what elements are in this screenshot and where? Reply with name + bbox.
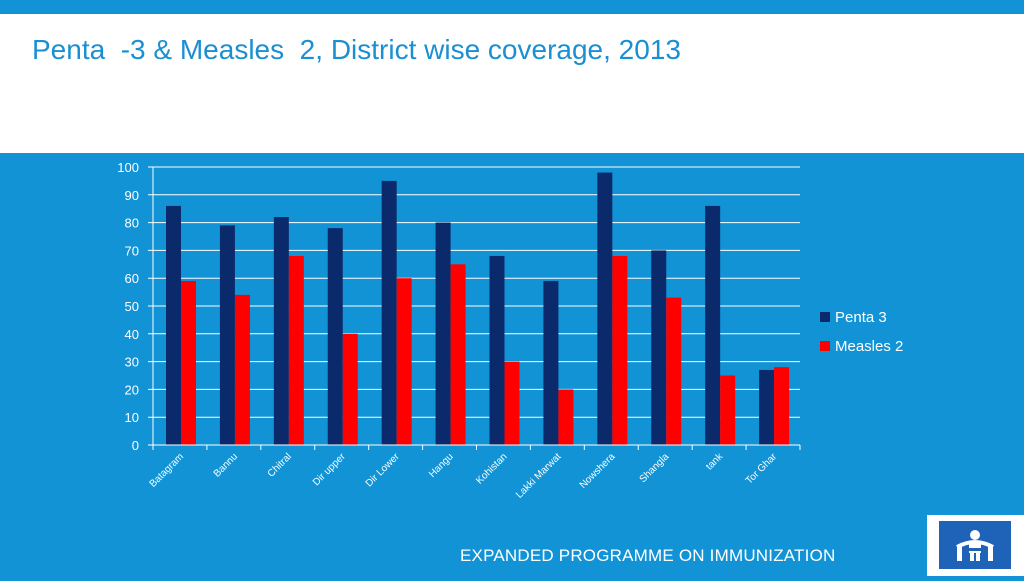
x-tick-label: Bannu <box>212 451 240 479</box>
bar-penta3 <box>705 205 721 445</box>
x-tick-label: Hangu <box>427 451 456 480</box>
bar-measles2 <box>181 280 196 445</box>
footer-text: EXPANDED PROGRAMME ON IMMUNIZATION <box>460 546 836 565</box>
bar-measles2 <box>720 375 736 445</box>
y-tick-label: 70 <box>125 243 139 258</box>
bar-penta3 <box>273 217 289 445</box>
y-tick-label: 50 <box>125 299 139 314</box>
bar-penta3 <box>651 250 667 445</box>
y-tick-label: 80 <box>125 216 139 231</box>
slide-title: Penta -3 & Measles 2, District wise cove… <box>32 34 681 65</box>
legend-label: Measles 2 <box>835 338 903 355</box>
bar-measles2 <box>612 255 628 445</box>
bar-penta3 <box>543 280 559 445</box>
x-tick-label: Nowshera <box>578 451 618 491</box>
top-strip <box>0 0 1024 14</box>
y-tick-label: 20 <box>125 382 139 397</box>
x-tick-label: Chitral <box>266 451 294 479</box>
bar-penta3 <box>327 228 343 445</box>
bar-measles2 <box>504 361 520 445</box>
x-tick-label: Tor Ghar <box>744 451 780 487</box>
legend-swatch <box>820 341 830 351</box>
x-axis: Batagram Bannu Chitral Dir upper Dir Lower Ha… <box>148 444 801 501</box>
bar-measles2 <box>234 294 250 445</box>
bar-measles2 <box>558 389 574 445</box>
y-tick-label: 10 <box>125 410 139 425</box>
title-area: Penta -3 & Measles 2, District wise cove… <box>0 14 1024 153</box>
x-tick-label: Kohistan <box>474 451 509 486</box>
x-tick-label: Shangla <box>638 451 672 485</box>
y-tick-label: 100 <box>117 160 139 175</box>
bar-chart: 0 10 20 30 40 50 60 70 80 90 100 Batagram Bannu Chit… <box>117 160 903 501</box>
bar-measles2 <box>774 367 790 445</box>
chart-legend: Penta 3 Measles 2 <box>820 309 903 355</box>
x-tick-label: Batagram <box>148 451 186 489</box>
epi-family-logo-icon <box>939 521 1011 569</box>
bar-penta3 <box>489 255 505 445</box>
bar-penta3 <box>759 369 775 445</box>
chart-bars <box>166 172 790 445</box>
y-axis: 0 10 20 30 40 50 60 70 80 90 100 <box>117 160 154 453</box>
bar-penta3 <box>166 205 181 445</box>
bar-penta3 <box>597 172 613 445</box>
y-tick-label: 60 <box>125 271 139 286</box>
epi-logo <box>927 515 1024 576</box>
chart-gridlines <box>148 166 800 446</box>
bar-measles2 <box>666 297 682 445</box>
y-tick-label: 90 <box>125 188 139 203</box>
y-tick-label: 0 <box>132 438 139 453</box>
bar-penta3 <box>435 222 451 445</box>
legend-swatch <box>820 312 830 322</box>
y-tick-label: 40 <box>125 327 139 342</box>
bar-penta3 <box>219 225 235 445</box>
x-tick-label: tank <box>704 451 726 473</box>
x-tick-label: Dir upper <box>311 451 348 488</box>
bar-penta3 <box>381 180 397 445</box>
x-tick-label: Dir Lower <box>364 451 403 490</box>
bar-measles2 <box>450 264 466 445</box>
bar-measles2 <box>342 333 358 445</box>
x-tick-label: Lakki Marwat <box>514 451 564 501</box>
y-tick-label: 30 <box>125 355 139 370</box>
bar-measles2 <box>396 278 412 445</box>
legend-label: Penta 3 <box>835 309 887 326</box>
bar-measles2 <box>288 255 304 445</box>
